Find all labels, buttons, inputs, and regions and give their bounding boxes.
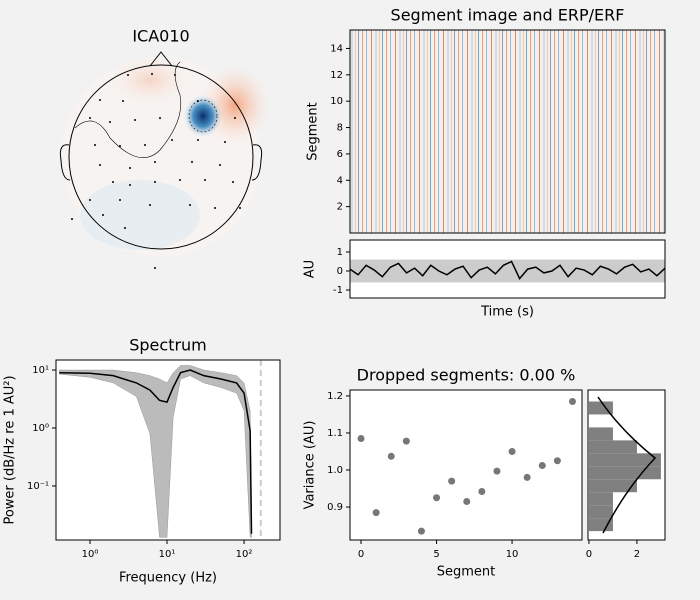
y-tick-label: 10¹ bbox=[32, 365, 49, 376]
point bbox=[493, 467, 501, 475]
point bbox=[372, 509, 380, 517]
point bbox=[463, 497, 471, 505]
x-tick-label: 0 bbox=[358, 549, 364, 560]
x-tick-label: 0 bbox=[586, 549, 592, 560]
y-tick-label: 4 bbox=[337, 175, 343, 186]
segment-image bbox=[350, 30, 665, 233]
point bbox=[448, 477, 456, 485]
y-tick-label: 10 bbox=[330, 96, 343, 107]
x-tick-label: 5 bbox=[433, 549, 439, 560]
erp-band bbox=[350, 259, 665, 283]
y-tick-label: 0 bbox=[337, 266, 343, 277]
y-tick-label: 1.2 bbox=[327, 391, 343, 402]
hist-bar bbox=[588, 453, 661, 467]
y-tick-label: 12 bbox=[330, 70, 343, 81]
x-tick-label: 2 bbox=[634, 549, 640, 560]
spectrum-mean bbox=[59, 369, 253, 534]
point bbox=[357, 435, 365, 443]
x-tick-label: 10 bbox=[506, 549, 519, 560]
panel-title: Segment image and ERP/ERF bbox=[391, 6, 625, 25]
erp-line bbox=[349, 260, 666, 280]
panel-title: Spectrum bbox=[129, 336, 207, 355]
hist-bar bbox=[588, 440, 637, 454]
hist-bar bbox=[588, 401, 613, 415]
bg bbox=[350, 390, 582, 540]
topomap-title: ICA010 bbox=[132, 27, 189, 46]
y-axis-label: Power (dB/Hz re 1 AU²) bbox=[3, 375, 18, 524]
hist-bar bbox=[588, 466, 661, 480]
point bbox=[568, 397, 576, 405]
y-tick-label: 1.0 bbox=[327, 465, 343, 476]
point bbox=[417, 527, 425, 535]
topomap: ICA010 bbox=[59, 27, 270, 269]
hist-bar bbox=[588, 492, 613, 506]
point bbox=[433, 494, 441, 502]
y-tick-label: -1 bbox=[333, 285, 343, 296]
axes-frame bbox=[349, 29, 666, 234]
panel-title: Dropped segments: 0.00 % bbox=[357, 366, 576, 385]
y-tick-label: 2 bbox=[337, 202, 343, 213]
spectrum-band bbox=[59, 365, 252, 538]
y-tick-label: 8 bbox=[337, 123, 343, 134]
hist-bar bbox=[588, 505, 613, 519]
axes-frame bbox=[349, 389, 583, 541]
x-axis-label: Segment bbox=[437, 565, 496, 580]
x-axis-label: Time (s) bbox=[480, 305, 534, 320]
y-tick-label: 1.1 bbox=[327, 428, 343, 439]
y-tick-label: 14 bbox=[330, 43, 343, 54]
y-tick-label: 10⁻¹ bbox=[27, 481, 49, 492]
y-axis-label: Segment bbox=[306, 102, 321, 161]
hist-bar bbox=[588, 479, 637, 493]
x-tick-label: 10¹ bbox=[159, 549, 176, 560]
point bbox=[538, 462, 546, 470]
y-axis-label: Variance (AU) bbox=[303, 421, 318, 510]
y-tick-label: 6 bbox=[337, 149, 343, 160]
x-tick-label: 10⁰ bbox=[82, 549, 99, 560]
y-tick-label: 10⁰ bbox=[32, 423, 49, 434]
x-tick-label: 10² bbox=[236, 549, 253, 560]
y-tick-label: 0.9 bbox=[327, 502, 343, 513]
x-axis-label: Frequency (Hz) bbox=[119, 571, 217, 586]
axes-frame bbox=[587, 389, 666, 541]
point bbox=[553, 457, 561, 465]
axes-frame bbox=[55, 359, 281, 541]
point bbox=[478, 487, 486, 495]
y-tick-label: 1 bbox=[337, 247, 343, 258]
axes-frame bbox=[349, 239, 666, 299]
hist-bar bbox=[588, 518, 613, 532]
point bbox=[387, 452, 395, 460]
point bbox=[523, 473, 531, 481]
point bbox=[508, 447, 516, 455]
hist-bar bbox=[588, 427, 613, 441]
kde-curve bbox=[597, 396, 657, 534]
point bbox=[402, 437, 410, 445]
y-axis-label: AU bbox=[303, 260, 318, 278]
